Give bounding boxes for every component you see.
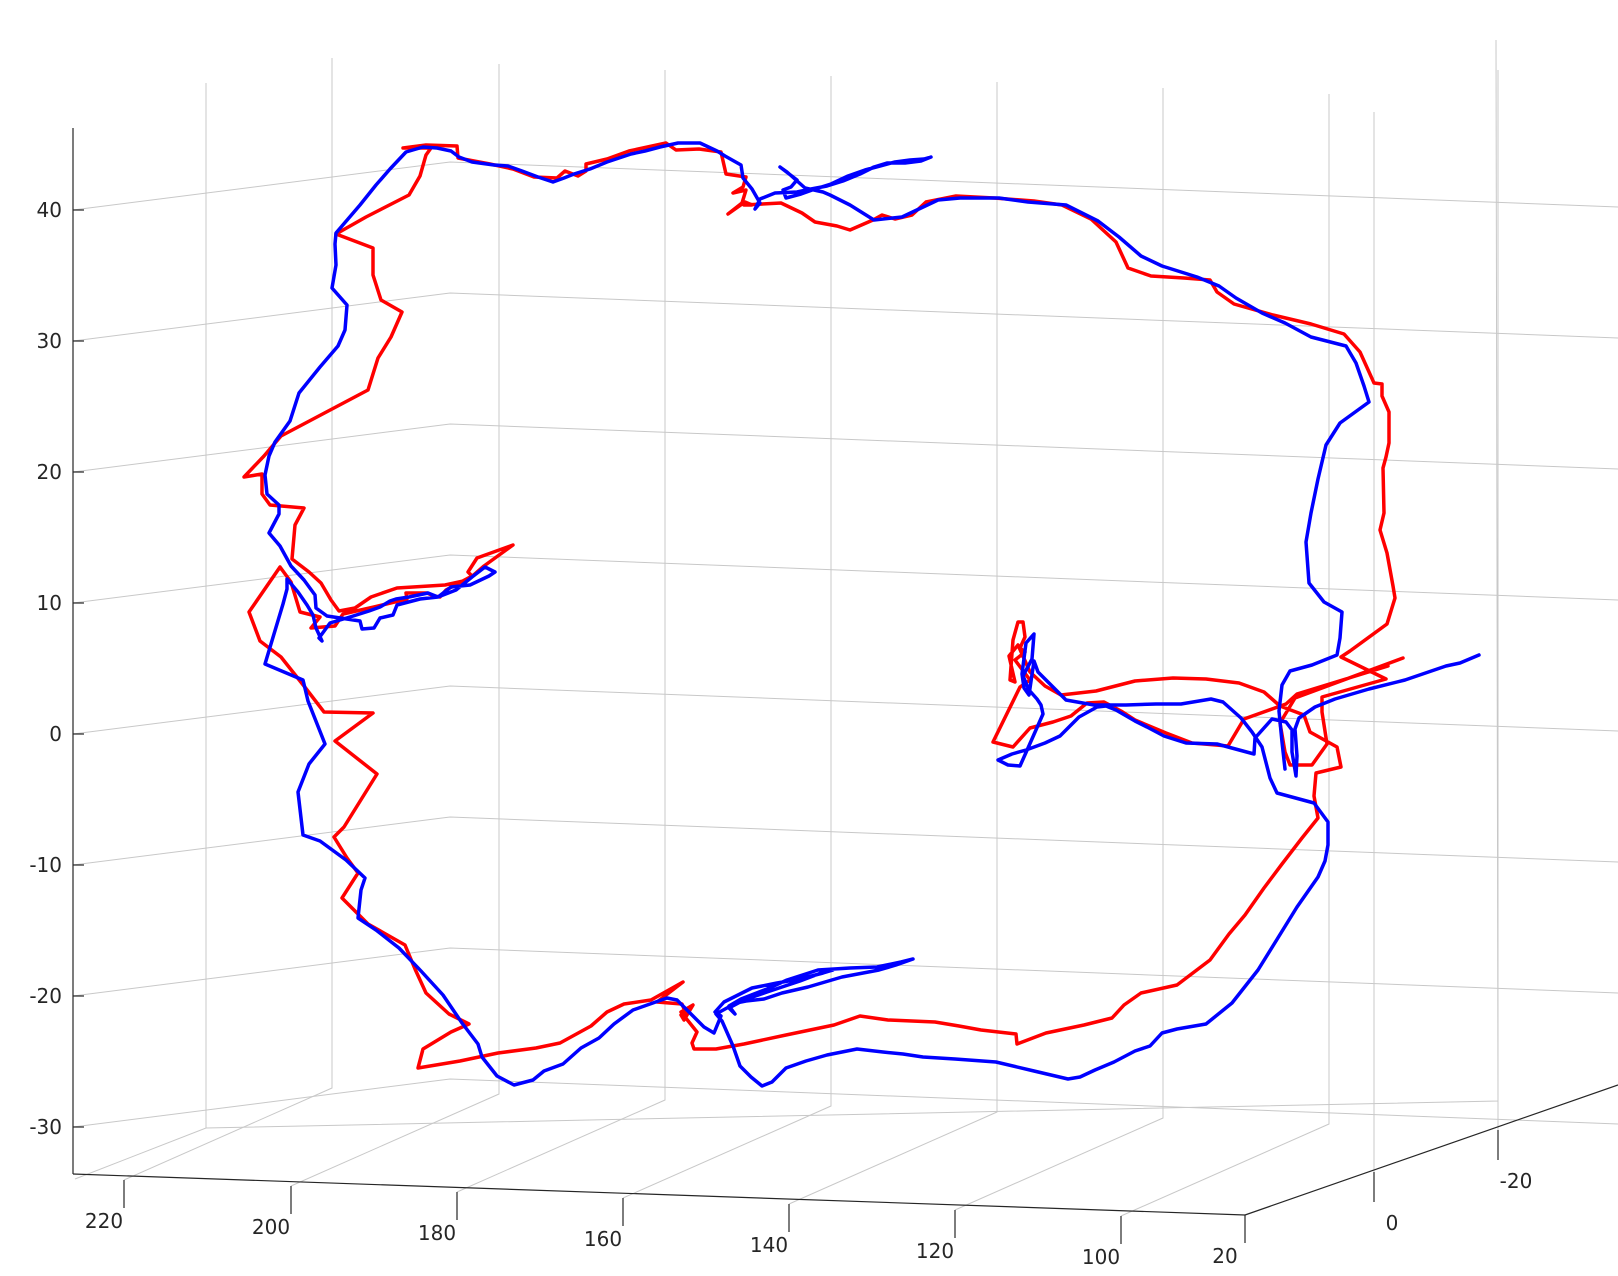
z-axis-ticks: -30 -20 -10 0 10 20 30 40 [29, 198, 84, 1139]
x-gridline [123, 58, 333, 1181]
y-axis-line [1244, 1084, 1618, 1216]
x-gridline [622, 76, 832, 1199]
y-tick-label: -20 [1500, 1169, 1533, 1193]
z-gridline [72, 161, 1618, 211]
z-tick-label: 10 [37, 591, 62, 615]
red-trajectory-line [242, 141, 1405, 1070]
back-wall-outline [74, 39, 1499, 1180]
x-gridline [954, 88, 1164, 1211]
back-grid [72, 39, 1618, 1217]
z-gridline [72, 292, 1618, 342]
x-axis-line [72, 1173, 1246, 1216]
x-gridline [290, 64, 500, 1187]
x-tick-label: 140 [750, 1233, 788, 1257]
x-tick-label: 20 [1212, 1244, 1237, 1268]
z-tick-label: 20 [37, 460, 62, 484]
y-axis-ticks: -20 0 [1373, 1130, 1533, 1235]
x-tick-label: 180 [418, 1221, 456, 1245]
z-tick-label: -20 [29, 984, 62, 1008]
x-tick-label: 120 [916, 1239, 954, 1263]
z-gridline [72, 554, 1618, 604]
z-tick-label: 30 [37, 329, 62, 353]
x-tick-label: 100 [1082, 1245, 1120, 1269]
z-tick-label: -30 [29, 1115, 62, 1139]
y-gridlines [1373, 70, 1499, 1172]
z-gridline [72, 816, 1618, 866]
z-gridline [72, 685, 1618, 735]
z-tick-label: 0 [49, 722, 62, 746]
trajectory-lines [242, 141, 1481, 1088]
x-axis-ticks: 220 200 180 160 140 120 100 20 [85, 1180, 1246, 1269]
z-gridline [72, 423, 1618, 473]
z-tick-label: 40 [37, 198, 62, 222]
x-tick-label: 160 [584, 1227, 622, 1251]
x-gridline [788, 82, 998, 1205]
z-tick-label: -10 [29, 853, 62, 877]
x-gridlines [123, 58, 1330, 1217]
blue-trajectory-line [263, 141, 1481, 1088]
z-gridline [72, 1078, 1618, 1128]
y-tick-label: 0 [1386, 1211, 1399, 1235]
x-gridline [456, 70, 666, 1193]
x-tick-label: 200 [252, 1215, 290, 1239]
z-gridline [72, 947, 1618, 997]
axes [72, 128, 1618, 1216]
z-gridlines [72, 161, 1618, 1128]
x-tick-label: 220 [85, 1209, 123, 1233]
